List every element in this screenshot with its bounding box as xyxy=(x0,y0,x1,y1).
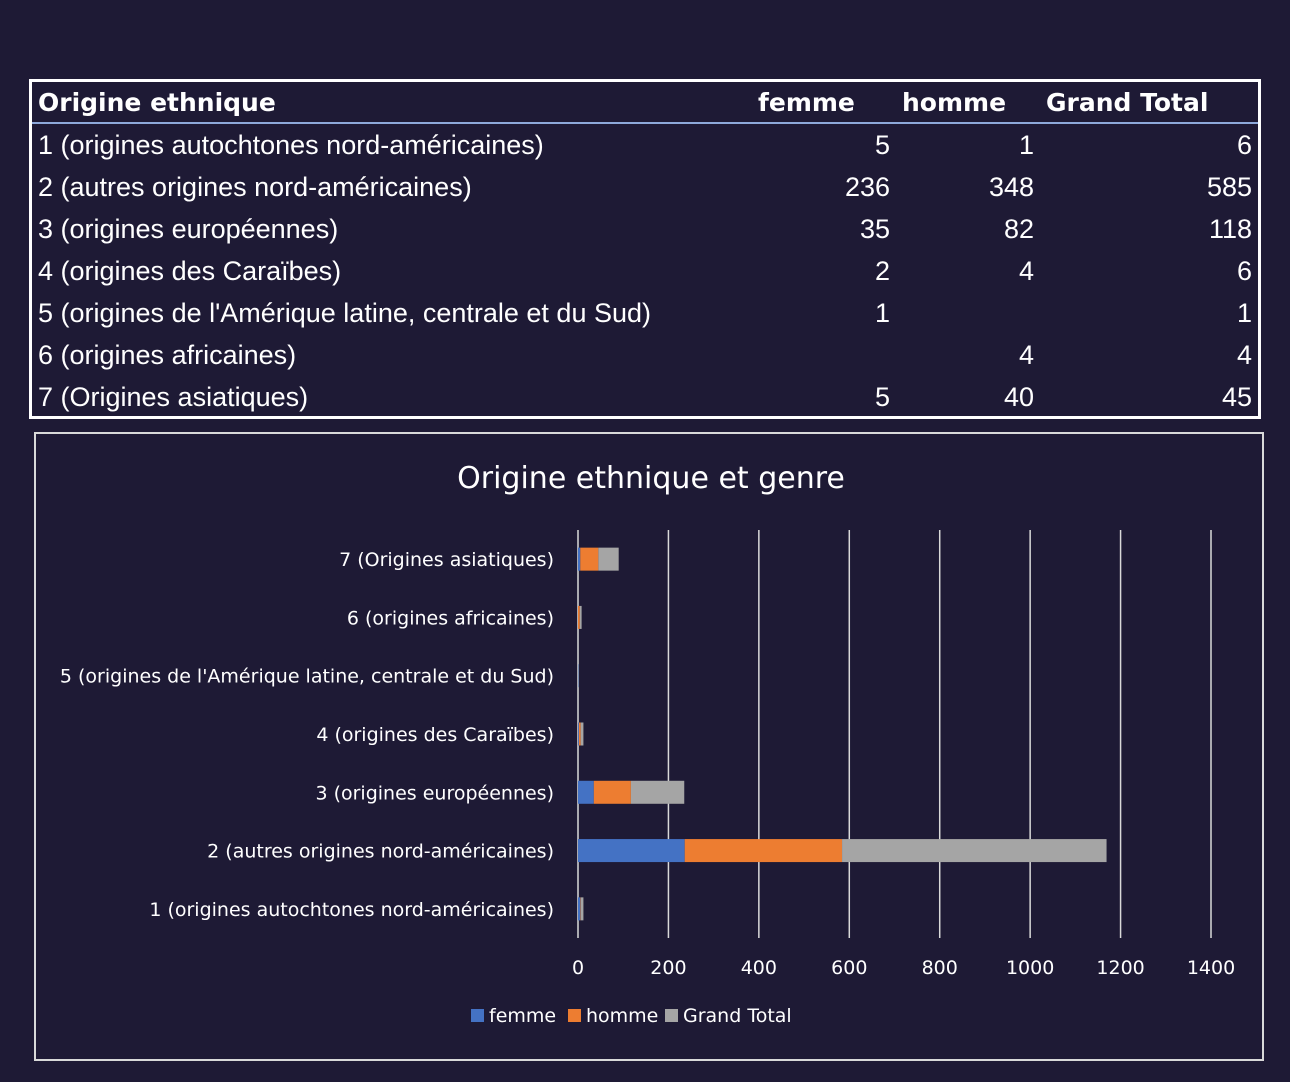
cell-origine[interactable]: 4 (origines des Caraïbes) xyxy=(38,255,342,286)
cell-femme[interactable]: 35 xyxy=(859,213,890,244)
cell-origine[interactable]: 2 (autres origines nord-américaines) xyxy=(38,171,472,202)
bar-femme[interactable] xyxy=(578,897,581,921)
header-femme[interactable]: femme xyxy=(752,82,896,124)
cell-origine[interactable]: 5 (origines de l'Amérique latine, centra… xyxy=(38,297,651,328)
cell-femme[interactable]: 5 xyxy=(874,381,890,412)
cell-homme[interactable]: 1 xyxy=(1018,129,1034,160)
bar-femme[interactable] xyxy=(578,547,581,571)
cell-origine[interactable]: 7 (Origines asiatiques) xyxy=(38,381,309,412)
bar-femme[interactable] xyxy=(578,780,594,804)
x-tick-label: 1000 xyxy=(1006,957,1054,979)
cell-homme[interactable]: 4 xyxy=(1018,255,1034,286)
x-tick-label: 600 xyxy=(831,957,867,979)
cell-homme[interactable]: 40 xyxy=(1003,381,1034,412)
table-row: 1 (origines autochtones nord-américaines… xyxy=(32,123,1258,166)
y-category-label: 3 (origines européennes) xyxy=(315,782,554,804)
cell-grand-total[interactable]: 6 xyxy=(1236,129,1252,160)
legend-swatch-homme xyxy=(568,1009,581,1022)
cell-grand-total[interactable]: 118 xyxy=(1208,213,1252,244)
y-category-label: 4 (origines des Caraïbes) xyxy=(316,724,554,746)
cell-origine[interactable]: 6 (origines africaines) xyxy=(38,339,297,370)
table-row: 2 (autres origines nord-américaines) 236… xyxy=(32,166,1258,208)
x-tick-label: 0 xyxy=(572,957,584,979)
header-grand-total[interactable]: Grand Total xyxy=(1040,82,1258,124)
legend-label-femme[interactable]: femme xyxy=(489,1005,556,1027)
cell-grand-total[interactable]: 4 xyxy=(1236,339,1252,370)
cell-homme[interactable]: 348 xyxy=(988,171,1034,202)
table-row: 6 (origines africaines) 4 4 xyxy=(32,334,1258,376)
header-homme[interactable]: homme xyxy=(896,82,1040,124)
y-category-label: 7 (Origines asiatiques) xyxy=(339,549,554,571)
x-tick-label: 800 xyxy=(922,957,958,979)
cell-grand-total[interactable]: 1 xyxy=(1236,297,1252,328)
cell-grand-total[interactable]: 6 xyxy=(1236,255,1252,286)
cell-femme[interactable]: 1 xyxy=(874,297,890,328)
x-tick-label: 400 xyxy=(741,957,777,979)
cell-femme[interactable]: 2 xyxy=(874,255,890,286)
y-category-label: 5 (origines de l'Amérique latine, centra… xyxy=(60,666,554,688)
cell-origine[interactable]: 3 (origines européennes) xyxy=(38,213,339,244)
cell-grand-total[interactable]: 45 xyxy=(1221,381,1252,412)
bar-grand-total[interactable] xyxy=(630,780,685,804)
table-row: 5 (origines de l'Amérique latine, centra… xyxy=(32,292,1258,334)
y-category-label: 6 (origines africaines) xyxy=(347,607,554,629)
bar-grand-total[interactable] xyxy=(579,605,582,629)
bar-chart: Origine ethnique et genre 0 200 400 600 800 1… xyxy=(60,461,1235,1027)
x-tick-label: 1200 xyxy=(1096,957,1144,979)
chart-area[interactable]: Origine ethnique et genre 0 200 400 600 800 1… xyxy=(34,432,1264,1061)
cell-homme[interactable]: 4 xyxy=(1018,339,1034,370)
cell-femme[interactable]: 5 xyxy=(874,129,890,160)
y-category-label: 2 (autres origines nord-américaines) xyxy=(207,841,554,863)
bar-homme[interactable] xyxy=(593,780,631,804)
cell-origine[interactable]: 1 (origines autochtones nord-américaines… xyxy=(38,129,544,160)
x-tick-label: 1400 xyxy=(1187,957,1235,979)
cell-grand-total[interactable]: 585 xyxy=(1206,171,1252,202)
bar-grand-total[interactable] xyxy=(580,722,584,746)
bar-grand-total[interactable] xyxy=(842,839,1107,863)
legend-label-homme[interactable]: homme xyxy=(586,1005,658,1027)
legend-swatch-femme xyxy=(471,1009,484,1022)
legend-swatch-grand-total xyxy=(665,1009,678,1022)
table-row: 4 (origines des Caraïbes) 2 4 6 xyxy=(32,250,1258,292)
bar-femme[interactable] xyxy=(578,839,685,863)
cell-femme[interactable] xyxy=(752,334,896,376)
bar-homme[interactable] xyxy=(684,839,843,863)
x-tick-label: 200 xyxy=(650,957,686,979)
pivot-table: Origine ethnique femme homme Grand Total… xyxy=(29,79,1261,419)
bar-homme[interactable] xyxy=(578,722,581,746)
cell-homme[interactable]: 82 xyxy=(1003,213,1034,244)
cell-homme[interactable] xyxy=(896,292,1040,334)
table-row: 3 (origines européennes) 35 82 118 xyxy=(32,208,1258,250)
chart-title: Origine ethnique et genre xyxy=(457,461,845,496)
y-category-label: 1 (origines autochtones nord-américaines… xyxy=(149,899,554,921)
table-header-row: Origine ethnique femme homme Grand Total xyxy=(32,82,1258,124)
bar-homme[interactable] xyxy=(580,547,599,571)
bar-grand-total[interactable] xyxy=(580,897,584,921)
pivot-table-grid: Origine ethnique femme homme Grand Total… xyxy=(32,82,1258,418)
bar-homme[interactable] xyxy=(578,605,580,629)
bar-femme[interactable] xyxy=(578,722,579,746)
table-row: 7 (Origines asiatiques) 5 40 45 xyxy=(32,376,1258,418)
bar-grand-total[interactable] xyxy=(598,547,619,571)
legend-label-grand-total[interactable]: Grand Total xyxy=(683,1005,792,1027)
cell-femme[interactable]: 236 xyxy=(844,171,890,202)
header-origine[interactable]: Origine ethnique xyxy=(32,82,752,124)
